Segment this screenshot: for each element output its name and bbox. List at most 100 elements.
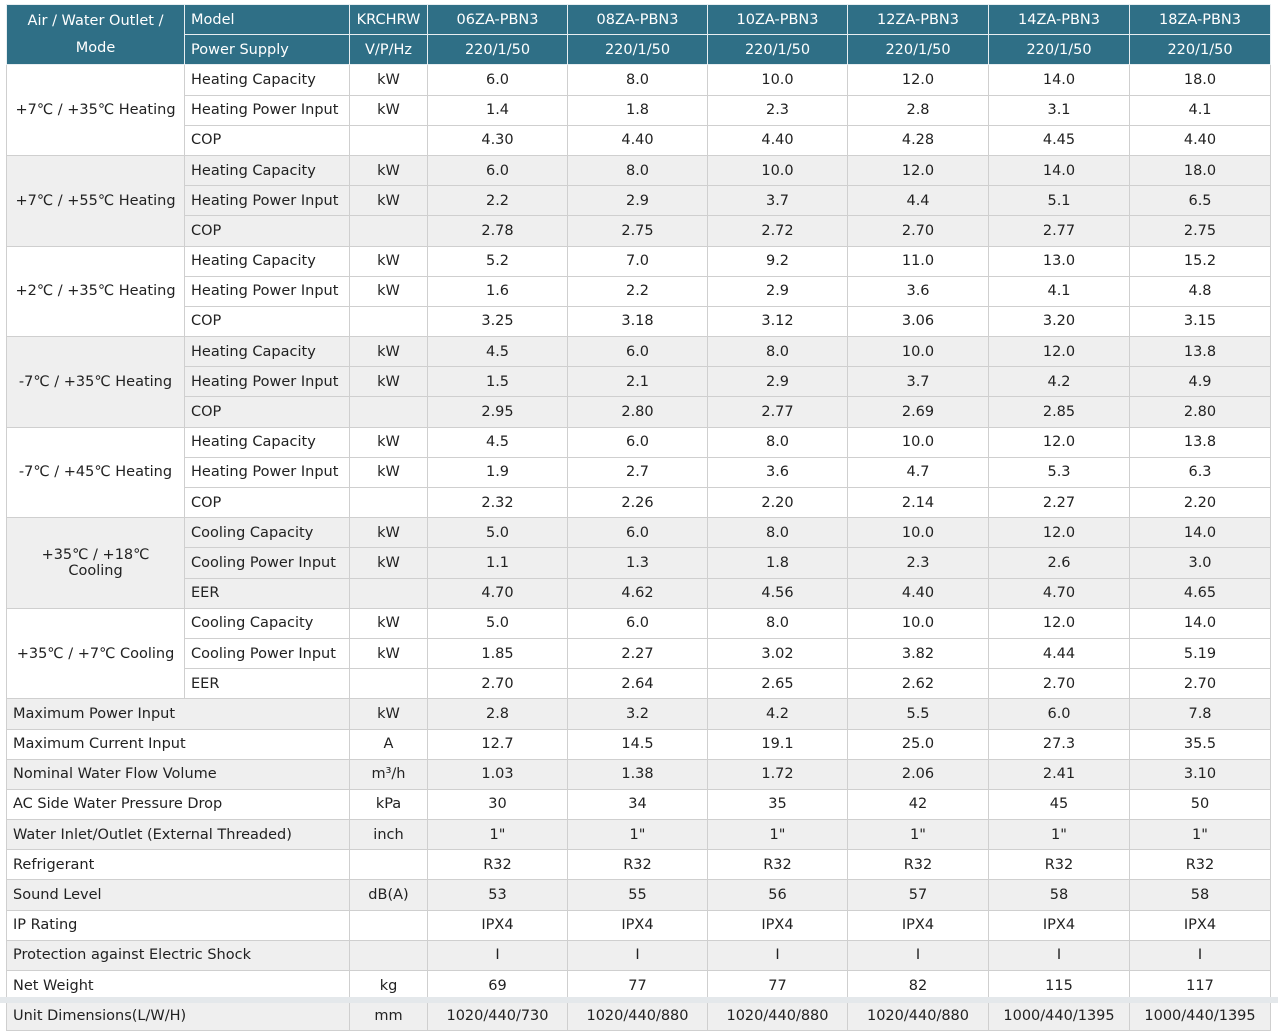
value-cell: 2.32 [427, 486, 568, 519]
value-cell: 6.3 [1129, 456, 1271, 489]
value-cell: 5.2 [427, 245, 568, 277]
parameter-cell: Refrigerant [6, 849, 350, 881]
value-cell: 5.19 [1129, 637, 1271, 670]
value-cell: 4.40 [567, 124, 708, 156]
value-cell: 5.0 [427, 517, 568, 549]
value-cell: 1.8 [567, 94, 708, 126]
value-cell: 1.9 [427, 456, 568, 489]
unit-cell: kW [349, 185, 428, 217]
table-row: Heating Power Input kW 1.4 1.8 2.3 2.8 3.1 4.1 [7, 94, 1271, 126]
parameter-cell: Maximum Current Input [6, 728, 350, 760]
condition-column-header: Air / Water Outlet / Mode [6, 3, 185, 66]
series-label: KRCHRW [349, 3, 428, 36]
value-cell: 10.0 [847, 607, 989, 639]
value-cell: 2.78 [427, 215, 568, 247]
value-cell: 1.1 [427, 547, 568, 579]
table-row: -7℃ / +45℃ Heating Heating Capacity kW 4.5 6… [6, 426, 1271, 519]
value-cell: 11.0 [847, 245, 989, 277]
table-row: EER 2.70 2.64 2.65 2.62 2.70 2.70 [7, 668, 1271, 700]
value-cell: 4.5 [427, 336, 568, 368]
value-cell: I [847, 939, 989, 972]
value-cell: R32 [988, 849, 1130, 881]
value-cell: R32 [847, 849, 989, 881]
unit-cell: mm [349, 1000, 428, 1031]
value-cell: 2.70 [847, 215, 989, 247]
parameter-cell: Unit Dimensions(L/W/H) [6, 1000, 350, 1031]
model-header: 08ZA-PBN3 [567, 3, 708, 36]
unit-cell: kW [349, 245, 428, 277]
value-cell: 14.5 [567, 728, 708, 760]
value-cell: 7.8 [1129, 698, 1271, 730]
value-cell: 4.70 [988, 577, 1130, 609]
value-cell: 6.0 [567, 607, 708, 639]
unit-cell: A [349, 728, 428, 760]
value-cell: 3.02 [707, 637, 848, 670]
condition-cell: +7℃ / +35℃ Heating [6, 64, 185, 156]
value-cell: 13.8 [1129, 336, 1271, 368]
value-cell: 3.18 [567, 305, 708, 338]
value-cell: 19.1 [707, 728, 848, 760]
value-cell: 3.7 [707, 185, 848, 217]
value-cell: 5.5 [847, 698, 989, 730]
value-cell: 4.8 [1129, 275, 1271, 307]
value-cell: 2.3 [707, 94, 848, 126]
value-cell: 4.70 [427, 577, 568, 609]
unit-cell [349, 577, 428, 609]
value-cell: 1020/440/730 [427, 1000, 568, 1031]
value-cell: 13.8 [1129, 426, 1271, 458]
value-cell: 8.0 [567, 64, 708, 96]
power-supply-label: Power Supply [184, 34, 350, 66]
value-cell: 4.56 [707, 577, 848, 609]
value-cell: 12.7 [427, 728, 568, 760]
table-row: +7℃ / +55℃ Heating Heating Capacity kW 6.0 8… [6, 154, 1271, 247]
value-cell: 2.64 [567, 668, 708, 700]
table-row: COP 4.30 4.40 4.40 4.28 4.45 4.40 [7, 124, 1271, 156]
value-cell: 3.6 [707, 456, 848, 489]
unit-cell [349, 305, 428, 338]
value-cell: 8.0 [707, 607, 848, 639]
table-row: Nominal Water Flow Volume m³/h 1.03 1.38 1.7… [6, 758, 1271, 790]
value-cell: 8.0 [707, 517, 848, 549]
parameter-cell: COP [184, 396, 350, 428]
power-supply-value: 220/1/50 [1129, 34, 1271, 66]
value-cell: 13.0 [988, 245, 1130, 277]
value-cell: 2.27 [988, 486, 1130, 519]
value-cell: I [427, 939, 568, 972]
value-cell: 10.0 [707, 64, 848, 96]
bottom-edge-strip [0, 997, 1278, 1003]
value-cell: 1" [988, 819, 1130, 851]
value-cell: 34 [567, 788, 708, 821]
value-cell: 3.6 [847, 275, 989, 307]
value-cell: 7.0 [567, 245, 708, 277]
value-cell: 2.75 [567, 215, 708, 247]
table-row: -7℃ / +35℃ Heating Heating Capacity kW 4.5 6… [6, 336, 1271, 428]
model-header: 12ZA-PBN3 [847, 3, 989, 36]
value-cell: 1" [1129, 819, 1271, 851]
value-cell: 2.62 [847, 668, 989, 700]
value-cell: 2.2 [427, 185, 568, 217]
header-row-supply: Power Supply V/P/Hz 220/1/50 220/1/50 22… [7, 34, 1271, 66]
table-row: AC Side Water Pressure Drop kPa 30 34 35 42 45… [6, 788, 1271, 821]
value-cell: 2.14 [847, 486, 989, 519]
value-cell: 18.0 [1129, 154, 1271, 187]
parameter-cell: Heating Power Input [184, 275, 350, 307]
value-cell: 27.3 [988, 728, 1130, 760]
value-cell: 4.7 [847, 456, 989, 489]
unit-cell: kW [349, 366, 428, 398]
value-cell: 1020/440/880 [567, 1000, 708, 1031]
unit-cell [349, 849, 428, 881]
value-cell: 2.77 [988, 215, 1130, 247]
value-cell: 1" [567, 819, 708, 851]
unit-cell [349, 215, 428, 247]
value-cell: 3.10 [1129, 758, 1271, 790]
table-row: +35℃ / +7℃ Cooling Cooling Capacity kW 5.0 6… [6, 607, 1271, 700]
value-cell: 3.82 [847, 637, 989, 670]
parameter-cell: COP [184, 486, 350, 519]
value-cell: 4.2 [988, 366, 1130, 398]
value-cell: IPX4 [427, 909, 568, 941]
value-cell: 4.9 [1129, 366, 1271, 398]
spec-table-container: Air / Water Outlet / Mode Model KRCHRW 0… [6, 3, 1271, 1031]
value-cell: 56 [707, 879, 848, 911]
power-supply-value: 220/1/50 [567, 34, 708, 66]
value-cell: 25.0 [847, 728, 989, 760]
